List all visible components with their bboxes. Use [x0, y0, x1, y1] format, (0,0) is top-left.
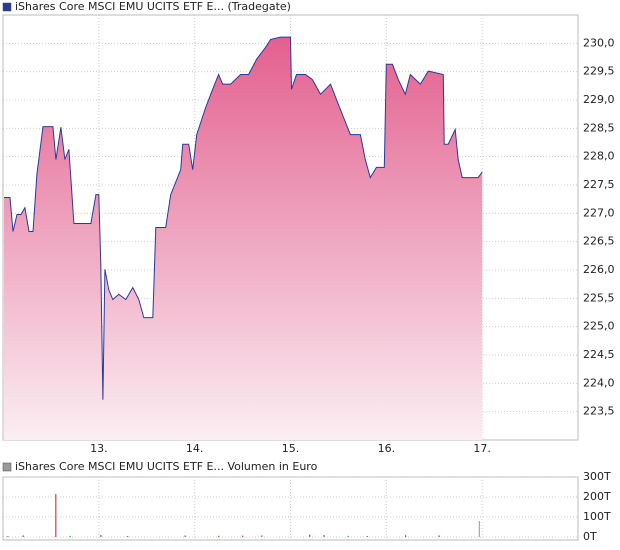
- volume-bar: [323, 535, 325, 537]
- legend-swatch: [2, 462, 12, 472]
- y-tick-label: 223,5: [583, 405, 615, 418]
- y-tick-label: 300T: [583, 470, 611, 483]
- x-tick-label: 17.: [473, 442, 491, 455]
- y-tick-label: 228,0: [583, 150, 615, 163]
- y-tick-label: 100T: [583, 510, 611, 523]
- y-tick-label: 225,5: [583, 291, 615, 304]
- y-tick-label: 227,5: [583, 178, 615, 191]
- volume-bar: [405, 535, 407, 537]
- y-tick-label: 229,0: [583, 93, 615, 106]
- volume-bar: [218, 535, 220, 537]
- y-tick-label: 229,5: [583, 65, 615, 78]
- y-tick-label: 224,5: [583, 348, 615, 361]
- volume-bar: [127, 536, 129, 537]
- chart-title: iShares Core MSCI EMU UCITS ETF E... (Tr…: [15, 0, 291, 13]
- y-tick-label: 230,0: [583, 36, 615, 49]
- x-tick-label: 13.: [90, 442, 108, 455]
- y-tick-label: 226,5: [583, 235, 615, 248]
- volume-bar: [7, 536, 9, 537]
- y-tick-label: 224,0: [583, 376, 615, 389]
- x-tick-label: 14.: [186, 442, 204, 455]
- chart-title: iShares Core MSCI EMU UCITS ETF E... Vol…: [15, 460, 318, 473]
- y-tick-label: 200T: [583, 490, 611, 503]
- y-tick-label: 228,5: [583, 121, 615, 134]
- y-tick-label: 225,0: [583, 320, 615, 333]
- volume-bar: [184, 535, 186, 537]
- volume-bar: [55, 494, 57, 537]
- y-tick-label: 0T: [583, 530, 597, 543]
- price-line: [4, 36, 483, 400]
- volume-bar: [478, 521, 480, 537]
- x-tick-label: 15.: [282, 442, 300, 455]
- volume-bar: [242, 535, 244, 537]
- volume-bar: [347, 535, 349, 537]
- volume-bar: [22, 535, 24, 537]
- volume-bar: [366, 536, 368, 537]
- x-tick-label: 16.: [378, 442, 396, 455]
- y-tick-label: 226,0: [583, 263, 615, 276]
- volume-bar: [261, 535, 263, 537]
- area-fill: [3, 37, 483, 440]
- volume-bar: [309, 534, 311, 537]
- volume-bar: [438, 535, 440, 537]
- volume-bar: [100, 535, 102, 537]
- y-tick-label: 227,0: [583, 206, 615, 219]
- volume-bar: [69, 535, 71, 537]
- legend-swatch: [2, 2, 12, 12]
